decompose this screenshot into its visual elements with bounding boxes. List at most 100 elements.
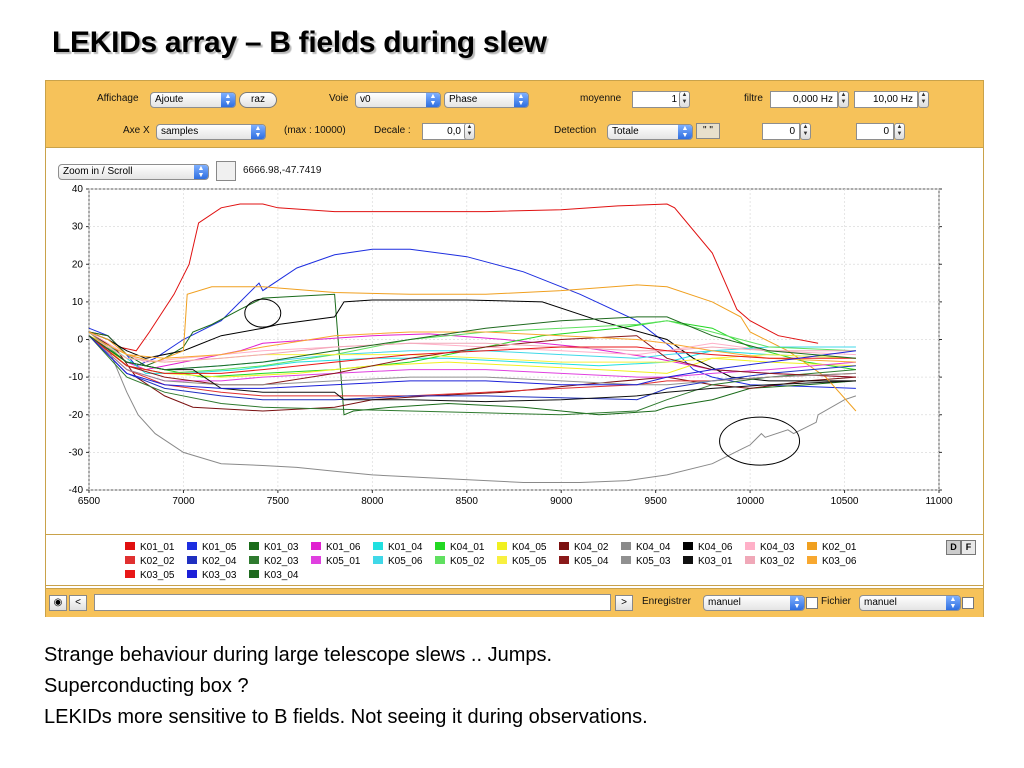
field-b-input[interactable]: 0 (856, 123, 894, 140)
series-line-k05-02 (88, 320, 856, 374)
legend-item[interactable]: K01_04 (373, 542, 422, 553)
legend-item[interactable]: K05_02 (435, 556, 484, 567)
y-tick-label: -10 (69, 372, 84, 383)
affichage-select[interactable]: Ajoute ▲ ▼ (150, 92, 236, 108)
chevron-updown-icon: ▲ ▼ (221, 93, 235, 107)
mode-value: Phase (449, 94, 478, 105)
legend-swatch (745, 556, 755, 564)
decale-stepper[interactable]: ▲ ▼ (464, 123, 475, 140)
legend-item[interactable]: K04_05 (497, 542, 546, 553)
detection-select[interactable]: Totale ▲ ▼ (607, 124, 693, 140)
color-square-button[interactable] (216, 161, 236, 181)
chevron-updown-icon: ▲ ▼ (946, 596, 960, 610)
legend-item[interactable]: K05_04 (559, 556, 608, 567)
field-a-stepper[interactable]: ▲ ▼ (800, 123, 811, 140)
axex-select[interactable]: samples ▲ ▼ (156, 124, 266, 140)
legend-label: K02_04 (202, 556, 237, 567)
legend-label: K01_03 (264, 542, 299, 553)
fichier-select[interactable]: manuel ▲ ▼ (859, 595, 961, 611)
legend-swatch (125, 542, 135, 550)
enregistrer-checkbox[interactable] (806, 597, 818, 609)
legend-item[interactable]: K05_01 (311, 556, 360, 567)
x-tick-label: 8000 (361, 496, 384, 507)
legend-label: K03_01 (698, 556, 733, 567)
control-toolbar: Affichage Ajoute ▲ ▼ raz Voie v0 ▲ ▼ Phase… (46, 81, 983, 148)
x-tick-label: 10000 (736, 496, 764, 507)
series-line-k03-06 (88, 331, 856, 363)
legend-item[interactable]: K01_06 (311, 542, 360, 553)
chevron-updown-icon: ▲ ▼ (194, 165, 208, 179)
legend-swatch (311, 556, 321, 564)
legend-item[interactable]: K05_05 (497, 556, 546, 567)
legend-item[interactable]: K05_06 (373, 556, 422, 567)
legend-item[interactable]: K04_01 (435, 542, 484, 553)
coord-readout: 6666.98,-47.7419 (243, 165, 322, 176)
legend-swatch (807, 542, 817, 550)
legend-item[interactable]: K03_02 (745, 556, 794, 567)
fichier-checkbox[interactable] (962, 597, 974, 609)
moyenne-stepper[interactable]: ▲ ▼ (679, 91, 690, 108)
legend-label: K04_01 (450, 542, 485, 553)
legend-item[interactable]: K03_01 (683, 556, 732, 567)
legend-item[interactable]: K01_01 (125, 542, 174, 553)
legend-item[interactable]: K04_03 (745, 542, 794, 553)
legend-item[interactable]: K04_06 (683, 542, 732, 553)
legend-swatch (683, 556, 693, 564)
quote-button[interactable]: " " (696, 123, 720, 139)
legend-label: K04_03 (760, 542, 795, 553)
legend-label: K02_01 (822, 542, 857, 553)
moyenne-input[interactable]: 1 (632, 91, 682, 108)
command-input[interactable] (94, 594, 611, 611)
filtre-high-input[interactable]: 10,00 Hz (854, 91, 918, 108)
x-tick-label: 9500 (645, 496, 668, 507)
legend-item[interactable]: K03_06 (807, 556, 856, 567)
d-button[interactable]: D (946, 540, 961, 555)
legend-item[interactable]: K02_04 (187, 556, 236, 567)
voie-select[interactable]: v0 ▲ ▼ (355, 92, 441, 108)
legend-label: K01_04 (388, 542, 423, 553)
decale-input[interactable]: 0,0 (422, 123, 466, 140)
eye-icon[interactable]: ◉ (49, 595, 67, 611)
enregistrer-value: manuel (708, 597, 741, 608)
legend-item[interactable]: K01_03 (249, 542, 298, 553)
legend-item[interactable]: K03_05 (125, 570, 174, 581)
legend-item[interactable]: K02_02 (125, 556, 174, 567)
affichage-label: Affichage (97, 93, 139, 104)
chevron-updown-icon: ▲ ▼ (678, 125, 692, 139)
legend-swatch (497, 556, 507, 564)
field-b-stepper[interactable]: ▲ ▼ (894, 123, 905, 140)
legend-item[interactable]: K04_04 (621, 542, 670, 553)
raz-button[interactable]: raz (239, 92, 277, 108)
f-button[interactable]: F (961, 540, 976, 555)
series-line-k02-01 (88, 284, 857, 412)
legend-label: K05_04 (574, 556, 609, 567)
decale-label: Decale : (374, 125, 411, 136)
legend-swatch (311, 542, 321, 550)
axex-value: samples (161, 126, 199, 137)
filtre-low-input[interactable]: 0,000 Hz (770, 91, 838, 108)
filtre-low-stepper[interactable]: ▲ ▼ (838, 91, 849, 108)
enregistrer-select[interactable]: manuel ▲ ▼ (703, 595, 805, 611)
legend-item[interactable]: K01_05 (187, 542, 236, 553)
chevron-updown-icon: ▲ ▼ (251, 125, 265, 139)
legend-item[interactable]: K03_04 (249, 570, 298, 581)
legend-item[interactable]: K03_03 (187, 570, 236, 581)
legend-label: K05_02 (450, 556, 485, 567)
slide-title: LEKIDs array – B fields during slew (52, 26, 547, 59)
legend-item[interactable]: K04_02 (559, 542, 608, 553)
series-line-k02-02 (88, 335, 856, 397)
chevron-updown-icon: ▲ ▼ (426, 93, 440, 107)
zoom-select[interactable]: Zoom in / Scroll ▲ ▼ (58, 164, 209, 180)
legend-item[interactable]: K02_03 (249, 556, 298, 567)
mode-select[interactable]: Phase ▲ ▼ (444, 92, 529, 108)
next-button[interactable]: > (615, 595, 633, 611)
legend-item[interactable]: K02_01 (807, 542, 856, 553)
filtre-high-stepper[interactable]: ▲ ▼ (918, 91, 929, 108)
legend-label: K05_01 (326, 556, 361, 567)
legend-label: K01_01 (140, 542, 175, 553)
field-a-input[interactable]: 0 (762, 123, 800, 140)
legend-item[interactable]: K05_03 (621, 556, 670, 567)
prev-button[interactable]: < (69, 595, 87, 611)
enregistrer-label: Enregistrer (642, 596, 691, 607)
